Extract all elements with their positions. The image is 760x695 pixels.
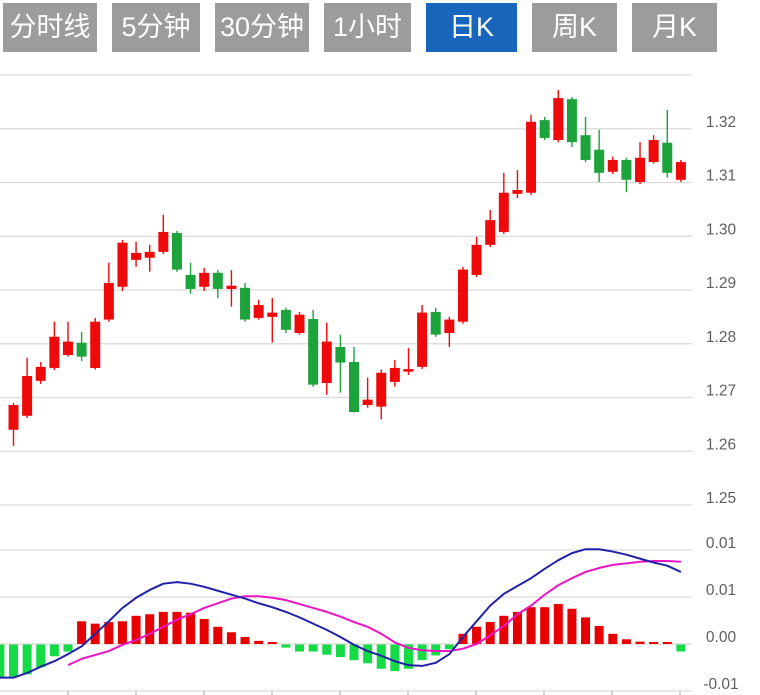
macd-axis-label: 0.01 (706, 582, 736, 599)
price-axis-label: 1.28 (706, 329, 736, 346)
dea-line (67, 559, 681, 667)
gridlines (0, 74, 692, 695)
tab-weekly-k[interactable]: 周K (532, 3, 617, 52)
price-axis-label: 1.25 (706, 490, 736, 507)
price-axis-label: 1.32 (706, 114, 736, 131)
price-axis-label: 1.26 (706, 436, 736, 453)
y-axis-labels: 1.32 1.31 1.30 1.29 1.28 1.27 1.26 1.25 0.01 0.01… (703, 114, 738, 693)
tab-30min[interactable]: 30分钟 (215, 3, 309, 52)
macd-axis-label: 0.00 (706, 629, 737, 646)
macd-lines (0, 548, 682, 679)
tab-1hour[interactable]: 1小时 (324, 3, 411, 52)
macd-axis-label: -0.01 (703, 676, 738, 693)
tab-monthly-k[interactable]: 月K (632, 3, 717, 52)
tab-5min[interactable]: 5分钟 (112, 3, 200, 52)
macd-histogram (0, 604, 686, 678)
price-axis-label: 1.30 (706, 221, 737, 238)
tab-daily-k[interactable]: 日K (426, 3, 517, 52)
dif-line (0, 548, 682, 679)
candlesticks (8, 90, 686, 446)
timeframe-tabbar: 分时线 5分钟 30分钟 1小时 日K 周K 月K (3, 3, 717, 52)
price-axis-label: 1.29 (706, 275, 736, 292)
macd-axis-label: 0.01 (706, 535, 736, 552)
tab-timeline[interactable]: 分时线 (3, 3, 97, 52)
price-axis-label: 1.31 (706, 168, 736, 185)
price-axis-label: 1.27 (706, 383, 736, 400)
